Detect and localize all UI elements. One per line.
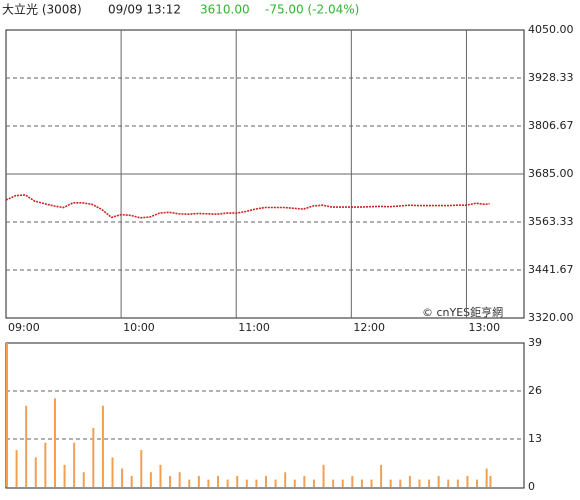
- volume-bar: [456, 479, 459, 487]
- x-tick-label: 12:00: [353, 321, 385, 334]
- volume-bar: [341, 479, 344, 487]
- volume-bar: [159, 464, 162, 487]
- volume-bar: [101, 405, 104, 487]
- y-tick-label: 3928.33: [528, 71, 574, 84]
- volume-bar: [312, 479, 315, 487]
- y-tick-label: 0: [528, 480, 535, 493]
- volume-bar: [485, 468, 488, 487]
- volume-bar: [188, 479, 191, 487]
- volume-bar: [25, 405, 28, 487]
- volume-bar: [236, 475, 239, 487]
- volume-bar: [53, 398, 56, 487]
- volume-bar: [370, 479, 373, 487]
- volume-bar: [149, 472, 152, 487]
- datetime: 09/09 13:12: [108, 3, 181, 17]
- price-change: -75.00 (-2.04%): [265, 3, 359, 17]
- volume-bar: [399, 479, 402, 487]
- volume-bar: [418, 479, 421, 487]
- volume-bar: [447, 479, 450, 487]
- volume-frame: [5, 342, 525, 489]
- y-tick-label: 3441.67: [528, 263, 574, 276]
- volume-bar: [82, 472, 85, 487]
- x-tick-label: 09:00: [8, 321, 40, 334]
- volume-bar: [380, 464, 383, 487]
- watermark: © cnYES鉅亨網: [422, 305, 503, 319]
- y-tick-label: 26: [528, 384, 542, 397]
- y-tick-label: 3685.00: [528, 167, 574, 180]
- y-tick-label: 3320.00: [528, 311, 574, 324]
- volume-bar: [408, 475, 411, 487]
- volume-bar: [217, 475, 220, 487]
- volume-bar: [489, 475, 492, 487]
- volume-bar: [437, 475, 440, 487]
- volume-bar: [322, 464, 325, 487]
- x-tick-label: 11:00: [238, 321, 270, 334]
- volume-bar: [245, 479, 248, 487]
- volume-bar: [265, 475, 267, 487]
- volume-bar: [255, 479, 258, 487]
- volume-bar: [389, 479, 392, 487]
- volume-bar: [44, 442, 47, 487]
- volume-bar: [197, 475, 200, 487]
- volume-bar: [169, 475, 172, 487]
- volume-bar: [360, 479, 363, 487]
- volume-bar: [140, 450, 143, 487]
- last-price: 3610.00: [200, 3, 250, 17]
- stock-name: 大立光 (3008): [2, 2, 82, 17]
- volume-bar: [303, 475, 306, 487]
- volume-bar: [274, 479, 277, 487]
- volume-bar: [34, 457, 37, 487]
- volume-bar: [466, 475, 469, 487]
- x-tick-label: 10:00: [123, 321, 155, 334]
- volume-bar: [6, 343, 8, 487]
- volume-bar: [111, 457, 114, 487]
- volume-bar: [73, 442, 76, 487]
- volume-bar: [226, 479, 229, 487]
- y-tick-label: 3563.33: [528, 215, 574, 228]
- volume-bar: [207, 479, 210, 487]
- volume-bar: [428, 479, 431, 487]
- volume-bar: [476, 479, 479, 487]
- price-line: [5, 194, 490, 219]
- volume-bar: [15, 450, 18, 487]
- volume-bar: [351, 475, 354, 487]
- volume-bar: [92, 427, 95, 487]
- volume-bar: [130, 475, 133, 487]
- x-tick-label: 13:00: [468, 321, 500, 334]
- volume-bar: [121, 468, 124, 487]
- volume-bar: [293, 479, 296, 487]
- y-tick-label: 3806.67: [528, 119, 574, 132]
- volume-bar: [178, 472, 181, 487]
- y-tick-label: 13: [528, 432, 542, 445]
- volume-bar: [63, 464, 66, 487]
- y-tick-label: 39: [528, 336, 542, 349]
- y-tick-label: 4050.00: [528, 23, 574, 36]
- volume-bar: [284, 472, 287, 487]
- volume-bar: [332, 479, 335, 487]
